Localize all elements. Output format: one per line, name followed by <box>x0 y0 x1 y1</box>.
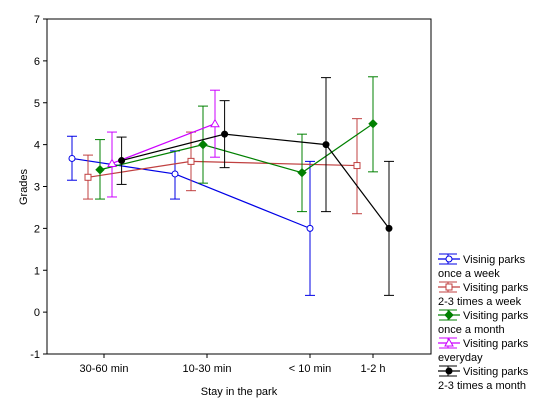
series-line <box>121 133 390 229</box>
legend-label-line1: Visiting parks <box>463 310 529 322</box>
data-point <box>118 157 126 165</box>
data-point <box>385 224 393 232</box>
legend-item-2: Visiting parks 2-3 times a week <box>438 281 529 308</box>
legend-item-4: Visiting parks everyday <box>438 337 529 364</box>
data-point <box>95 165 105 175</box>
legend-item-1: Visinig parks once a week <box>438 253 526 280</box>
series-3 <box>95 76 378 213</box>
y-tick-label: 0 <box>34 307 40 319</box>
y-axis: -1 0 1 2 3 4 5 6 7 <box>30 14 47 361</box>
legend-label-line1: Visiting parks <box>463 338 529 350</box>
data-point <box>171 170 179 178</box>
legend-label-line1: Visinig parks <box>463 254 526 266</box>
y-tick-label: -1 <box>30 349 40 361</box>
data-point <box>353 162 361 170</box>
series-layer <box>67 76 394 296</box>
series-5 <box>116 77 394 296</box>
y-tick-label: 7 <box>34 14 40 26</box>
legend-label-line1: Visiting parks <box>463 282 529 294</box>
data-point <box>445 255 453 263</box>
x-tick-label: 1-2 h <box>360 363 385 375</box>
data-point <box>444 310 454 320</box>
data-point <box>187 157 195 165</box>
legend-label-line2: once a week <box>438 268 500 280</box>
legend-label-line2: once a month <box>438 324 505 336</box>
x-tick-label: 30-60 min <box>80 363 129 375</box>
legend-label-line2: 2-3 times a month <box>438 380 526 392</box>
y-tick-label: 2 <box>34 223 40 235</box>
data-point <box>107 158 117 167</box>
data-point <box>444 337 454 347</box>
y-tick-label: 4 <box>34 140 40 152</box>
data-point <box>368 118 378 129</box>
data-point <box>445 283 453 291</box>
y-tick-label: 1 <box>34 265 40 277</box>
x-tick-label: < 10 min <box>289 363 332 375</box>
x-axis: 30-60 min 10-30 min < 10 min 1-2 h <box>80 354 386 375</box>
y-tick-label: 6 <box>34 56 40 68</box>
series-line <box>111 123 216 165</box>
y-axis-label: Grades <box>18 168 30 205</box>
series-4 <box>107 89 220 198</box>
legend: Visinig parks once a week Visiting parks 2-… <box>438 253 529 392</box>
series-line <box>99 123 374 174</box>
data-point <box>210 118 220 128</box>
x-tick-label: 10-30 min <box>183 363 232 375</box>
data-point <box>322 141 330 149</box>
legend-label-line1: Visiting parks <box>463 366 529 378</box>
legend-item-3: Visiting parks once a month <box>438 309 529 336</box>
legend-item-5: Visiting parks 2-3 times a month <box>438 365 529 392</box>
y-tick-label: 5 <box>34 98 40 110</box>
data-point <box>445 367 453 375</box>
y-tick-label: 3 <box>34 182 40 194</box>
series-1 <box>67 135 315 296</box>
data-point <box>297 167 307 178</box>
data-point <box>84 173 92 181</box>
legend-label-line2: 2-3 times a week <box>438 296 522 308</box>
x-axis-label: Stay in the park <box>201 386 278 398</box>
data-point <box>221 130 229 138</box>
data-point <box>68 154 76 162</box>
legend-label-line2: everyday <box>438 352 483 364</box>
data-point <box>198 139 208 150</box>
data-point <box>306 224 314 232</box>
plot-area <box>46 18 432 355</box>
